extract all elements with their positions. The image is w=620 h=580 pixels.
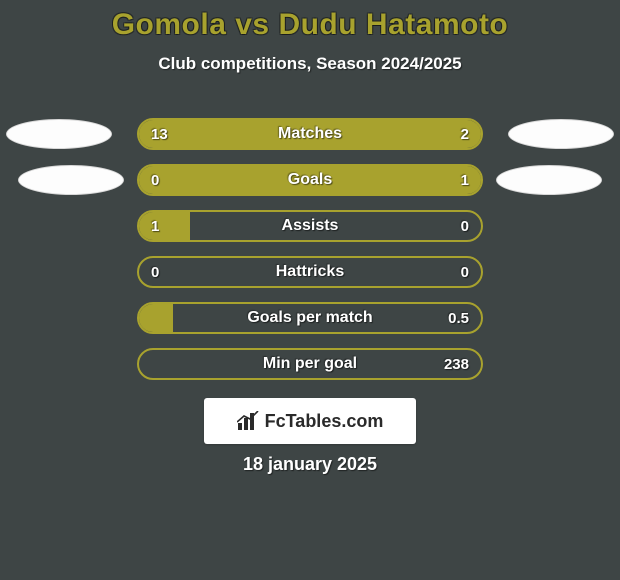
player-right-oval xyxy=(496,165,602,195)
stat-value-right: 0 xyxy=(449,258,481,286)
stat-row: 238Min per goal xyxy=(0,348,620,394)
stat-row: 01Goals xyxy=(0,164,620,210)
bar-chart-icon xyxy=(237,411,259,431)
stat-bar-fill-right xyxy=(197,166,481,194)
page-title: Gomola vs Dudu Hatamoto xyxy=(0,0,620,42)
stat-bar: 0.5Goals per match xyxy=(137,302,483,334)
player-right-oval xyxy=(508,119,614,149)
comparison-infographic: Gomola vs Dudu Hatamoto Club competition… xyxy=(0,0,620,580)
stat-value-right: 2 xyxy=(449,120,481,148)
stat-value-left: 1 xyxy=(139,212,171,240)
stat-label: Min per goal xyxy=(139,350,481,378)
stat-value-left xyxy=(139,350,163,378)
stat-label: Assists xyxy=(139,212,481,240)
stat-value-left: 13 xyxy=(139,120,180,148)
source-badge-text: FcTables.com xyxy=(265,411,384,432)
stat-value-left: 0 xyxy=(139,258,171,286)
stat-value-right: 238 xyxy=(432,350,481,378)
stat-bar: 1 0Assists xyxy=(137,210,483,242)
stat-bar: 01Goals xyxy=(137,164,483,196)
stat-value-right: 0 xyxy=(449,212,481,240)
stat-value-left xyxy=(139,304,163,332)
stat-value-right: 0.5 xyxy=(436,304,481,332)
stat-value-left: 0 xyxy=(139,166,171,194)
stat-label: Goals per match xyxy=(139,304,481,332)
stat-rows: 132Matches01Goals10Assists00Hattricks0.5… xyxy=(0,118,620,394)
stat-value-right: 1 xyxy=(449,166,481,194)
subtitle: Club competitions, Season 2024/2025 xyxy=(0,54,620,74)
stat-row: 1 0Assists xyxy=(0,210,620,256)
stat-label: Hattricks xyxy=(139,258,481,286)
stat-row: 0 0Hattricks xyxy=(0,256,620,302)
stat-bar: 238Min per goal xyxy=(137,348,483,380)
source-badge: FcTables.com xyxy=(204,398,416,444)
player-left-oval xyxy=(6,119,112,149)
stat-row: 0.5Goals per match xyxy=(0,302,620,348)
stat-bar: 132Matches xyxy=(137,118,483,150)
player-left-oval xyxy=(18,165,124,195)
stat-bar: 0 0Hattricks xyxy=(137,256,483,288)
date-label: 18 january 2025 xyxy=(0,454,620,475)
stat-row: 132Matches xyxy=(0,118,620,164)
